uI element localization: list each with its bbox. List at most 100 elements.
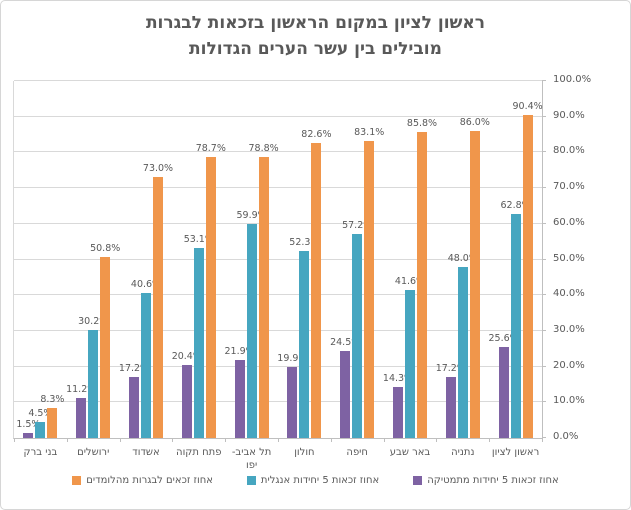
x-axis-tick (14, 438, 15, 442)
y-axis-tick (542, 401, 546, 403)
bar (445, 376, 456, 438)
x-axis-tick (225, 438, 227, 442)
bar (23, 432, 34, 438)
legend-swatch-teal (246, 476, 256, 485)
data-label: 4.5% (28, 407, 53, 419)
data-label: 8.3% (40, 394, 65, 406)
y-axis-label: 20.0% (553, 359, 585, 371)
x-axis-tick (119, 438, 121, 442)
data-label: 82.6% (301, 129, 332, 141)
bar (234, 359, 245, 438)
bar (35, 421, 46, 438)
y-axis-label: 0.0% (553, 431, 579, 442)
x-axis-tick (278, 438, 279, 442)
y-axis-label: 70.0% (553, 181, 585, 193)
legend-item-matriculation: אחוז זכאים לבגרות מהלומדים (72, 475, 213, 486)
data-label: 78.8% (248, 142, 279, 154)
x-axis-label: תל אביב- יפו (231, 447, 272, 471)
bar (193, 248, 204, 438)
bar (246, 224, 257, 438)
bar (181, 365, 192, 438)
y-axis-label: 50.0% (553, 252, 585, 264)
bar (352, 233, 363, 438)
data-label: 48.0% (447, 252, 478, 264)
y-axis-tick (542, 187, 546, 189)
data-label: 59.9% (236, 210, 267, 222)
y-axis-tick (542, 437, 546, 438)
gridline (14, 187, 542, 189)
data-label: 11.2% (66, 384, 97, 396)
data-label: 62.8% (500, 199, 531, 211)
chart-legend: אחוז זכאים לבגרות מהלומדים אחוז זכאות 5 … (1, 475, 630, 486)
bar (205, 157, 216, 438)
y-axis-label: 90.0% (553, 109, 585, 121)
bar (153, 177, 163, 438)
plot-area: 0.0% 10.0% 20.0% 30.0% 40.0% 50.0% 60.0% 70.0% 8… (13, 74, 591, 471)
data-label: 50.8% (90, 242, 121, 254)
data-label: 78.7% (195, 143, 226, 155)
data-label: 24.5% (330, 336, 361, 348)
x-axis-label: בני ברק (23, 447, 58, 458)
x-axis-tick (489, 438, 491, 442)
x-axis-tick (172, 438, 174, 442)
y-axis-tick (542, 294, 546, 296)
x-axis-tick (66, 438, 68, 442)
gridline (14, 115, 542, 117)
data-label: 41.6% (394, 275, 426, 287)
bar (100, 256, 111, 438)
x-axis-tick (542, 438, 543, 442)
bar (88, 330, 99, 438)
data-label: 73.0% (142, 163, 174, 175)
legend-label: אחוז זכאים לבגרות מהלומדים (86, 475, 213, 486)
y-axis-tick (542, 151, 546, 153)
data-label: 30.2% (78, 316, 109, 328)
data-label: 85.8% (406, 117, 438, 129)
data-label: 20.4% (171, 351, 202, 363)
data-label: 40.6% (130, 279, 162, 291)
y-axis-label: 10.0% (553, 395, 585, 407)
bar (469, 130, 480, 438)
legend-item-math: אחוז זכאות 5 יחידות מתמטיקה (413, 475, 559, 486)
x-axis-label: באר שבע (389, 447, 431, 458)
x-axis-tick (436, 438, 438, 442)
bar (299, 251, 310, 438)
gridline (14, 401, 542, 403)
data-label: 25.6% (488, 332, 519, 344)
chart-title-line1: ראשון לציון במקום הראשון בזכאות לבגרות (145, 13, 486, 33)
data-label: 19.9% (277, 352, 308, 364)
bar (141, 293, 151, 438)
bar (417, 131, 427, 438)
bar (287, 366, 298, 438)
bar (522, 115, 533, 438)
x-axis-label: חולון (294, 447, 315, 458)
legend-swatch-purple (413, 476, 423, 485)
bar (76, 398, 87, 438)
data-label: 53.1% (183, 234, 214, 246)
gridline (14, 329, 542, 331)
data-label: 57.2% (342, 219, 373, 231)
y-axis-label: 100.0% (553, 74, 592, 85)
data-label: 52.3% (289, 237, 320, 249)
chart-title: ראשון לציון במקום הראשון בזכאות לבגרות מ… (1, 10, 630, 62)
y-axis-tick (542, 258, 546, 260)
chart-title-line2: מובילים בין עשר הערים הגדולות (189, 39, 442, 59)
y-axis-label: 40.0% (553, 288, 585, 300)
legend-label: אחוז זכאות 5 יחידות מתמטיקה (427, 475, 559, 486)
bar (258, 156, 269, 438)
gridline (14, 151, 542, 153)
bar-chart: 0.0% 10.0% 20.0% 30.0% 40.0% 50.0% 60.0% 70.0% 8… (1, 67, 630, 486)
data-label: 1.5% (16, 418, 41, 430)
bar (498, 346, 509, 438)
bar (364, 141, 375, 438)
bar (340, 350, 351, 438)
y-axis-tick (542, 80, 546, 81)
data-label: 83.1% (354, 127, 385, 139)
bar (510, 213, 521, 438)
y-axis-tick (542, 222, 546, 224)
gridline (14, 365, 542, 367)
data-label: 17.2% (118, 362, 150, 374)
x-axis-label: פתח תקוה (176, 447, 222, 458)
y-axis-label: 30.0% (553, 323, 585, 335)
gridline (14, 258, 542, 260)
